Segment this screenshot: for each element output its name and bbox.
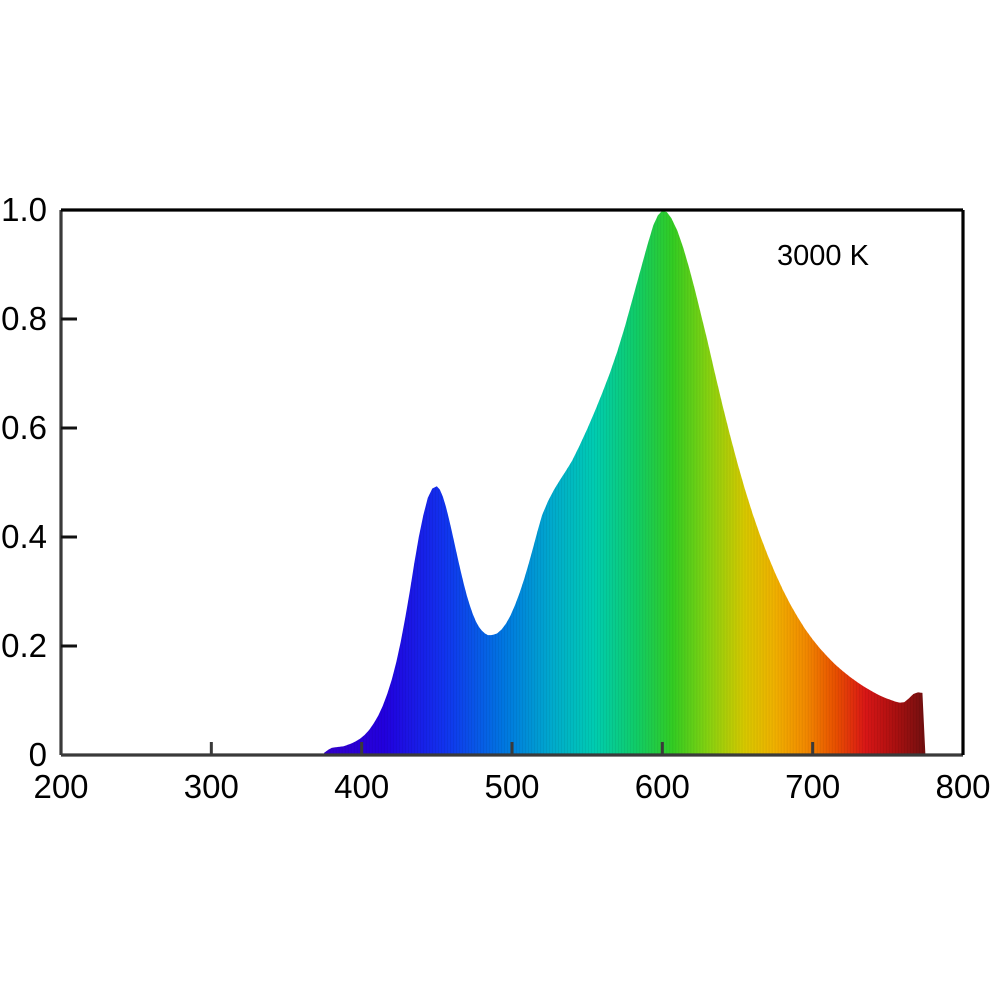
spectral-striations bbox=[323, 211, 923, 755]
y-tick-label: 1.0 bbox=[1, 191, 47, 228]
color-temperature-annotation: 3000 K bbox=[777, 240, 869, 272]
x-tick-label: 800 bbox=[935, 768, 990, 805]
y-axis-tick-labels: 0 0.2 0.4 0.6 0.8 1.0 bbox=[1, 191, 47, 773]
y-tick-label: 0.4 bbox=[1, 518, 47, 555]
x-tick-label: 400 bbox=[334, 768, 389, 805]
x-axis-tick-labels: 200 300 400 500 600 700 800 bbox=[33, 768, 990, 805]
y-tick-label: 0.2 bbox=[1, 627, 47, 664]
x-tick-label: 500 bbox=[484, 768, 539, 805]
x-tick-label: 600 bbox=[635, 768, 690, 805]
x-tick-label: 300 bbox=[184, 768, 239, 805]
x-tick-label: 200 bbox=[33, 768, 88, 805]
axis-ticks bbox=[61, 317, 815, 755]
y-tick-label: 0.8 bbox=[1, 300, 47, 337]
spectral-area-fill bbox=[324, 210, 926, 756]
y-tick-label: 0 bbox=[29, 736, 47, 773]
y-tick-label: 0.6 bbox=[1, 409, 47, 446]
x-tick-label: 700 bbox=[785, 768, 840, 805]
